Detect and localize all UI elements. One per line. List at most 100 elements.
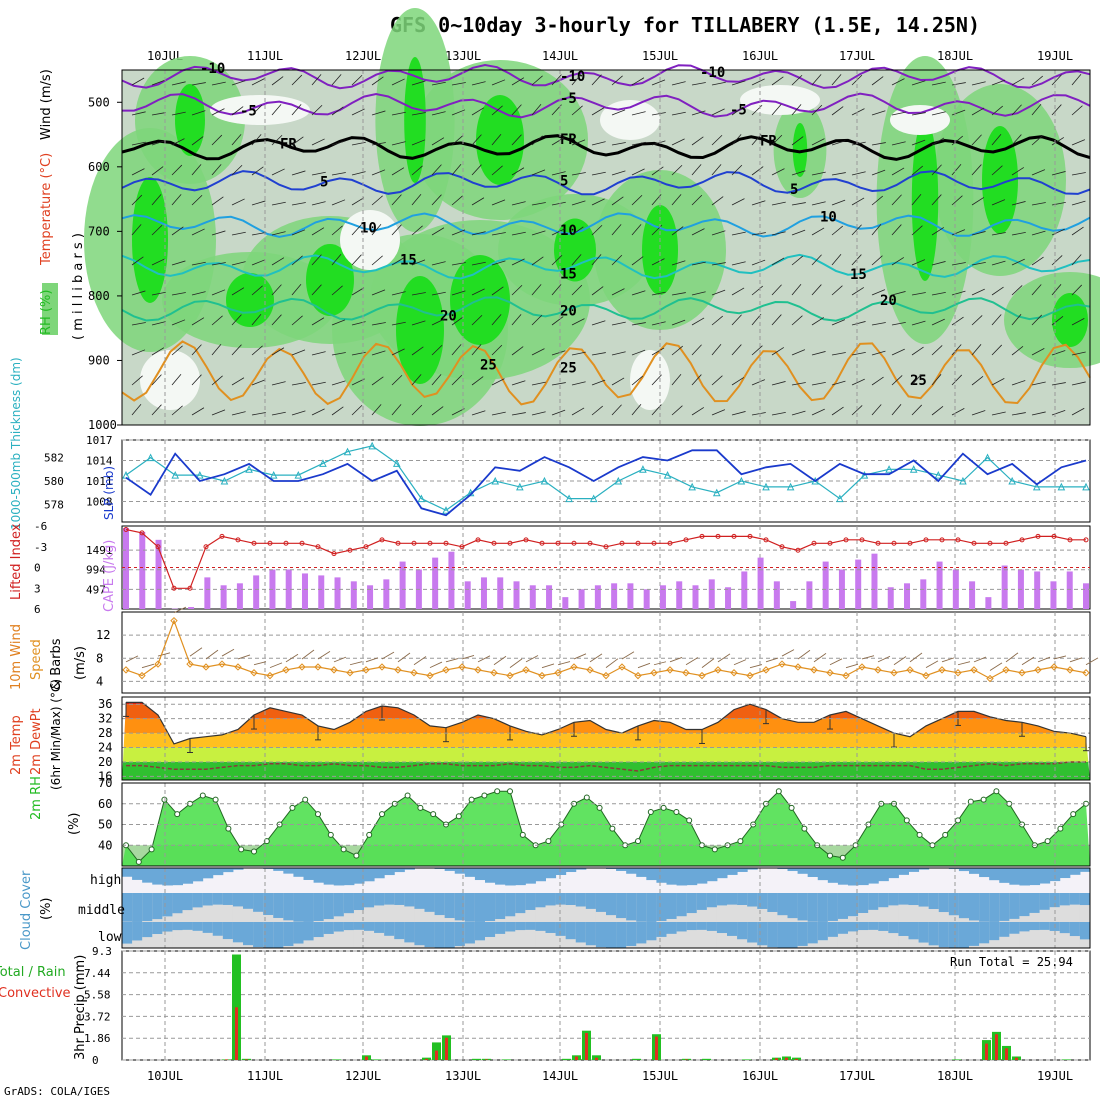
barb-6-20 [531,256,544,266]
barb-8-25 [631,322,646,326]
barb-2-37 [871,142,886,146]
barb-9-45 [1031,348,1045,356]
barb-10-12 [371,376,384,386]
cape-li-panel: 497 994 1491 -6 -3 0 3 6 [34,520,1091,616]
precip-conv-bar-6 [425,1058,428,1060]
cloud-bg-1-62 [747,893,758,922]
cloud-cell-2-23 [353,922,365,930]
cloud-cell-2-95 [1079,922,1091,940]
cloud-cell-1-6 [182,893,194,911]
cloud-cell-2-78 [908,922,920,940]
li-tick-3: 3 [34,582,41,595]
contour--10 [121,63,1091,90]
barb-8-17 [471,314,483,326]
cloud-cell-0-50 [626,868,637,874]
cape-bar-23 [497,577,504,609]
cloud-cell-0-19 [313,868,325,883]
wind-point-54 [986,674,994,683]
rh2m-point-65 [955,817,961,824]
barb-9-36 [851,351,866,356]
barb-4-12 [371,195,383,206]
barb-2-16 [451,135,463,146]
thickness-point-22 [663,471,672,479]
barb-10-19 [511,380,526,386]
cloud-panel: high middle low [78,867,1091,949]
barb-11-25 [631,404,642,416]
barb-11-5 [231,411,246,416]
cloud-cell-2-32 [444,922,456,948]
barb-8-45 [1031,314,1043,326]
barb-6-44 [1011,258,1025,266]
barb-4-43 [991,199,1006,206]
precip-total-bar-11 [502,1059,511,1060]
wind-barb-31 [621,651,635,660]
cloud-cell-1-49 [616,893,627,919]
barb-0-5 [231,80,246,86]
wind-point-33 [650,669,658,677]
wind-point-6 [218,660,226,668]
precip-total-bar-29 [1062,1059,1071,1060]
barb-5-37 [871,224,882,236]
barb-11-35 [831,406,844,416]
precip-conv-bar-27 [1005,1048,1008,1060]
cape-bar-15 [367,585,374,609]
barb-7-19 [511,284,523,296]
cloud-cell-1-95 [1079,893,1091,906]
barb-6-34 [811,254,822,266]
cloud-cell-2-0 [122,922,133,944]
li-point-45 [843,537,849,543]
cloud-bg-2-73 [858,922,869,948]
cloud-bg-2-75 [878,922,889,948]
precip-total-bar-5 [372,1059,381,1060]
barb-9-39 [911,346,924,356]
barb-3-27 [671,164,683,176]
barb-3-33 [791,170,806,176]
cloud-cell-1-44 [565,893,577,905]
barb-3-0 [131,168,145,176]
thickness-point-5 [245,465,253,473]
barb-11-7 [271,411,286,416]
barb-2-28 [691,136,704,146]
rh2m-point-20 [379,811,385,818]
cloud-cell-2-83 [958,922,970,948]
contour-25 [121,340,1091,406]
cloud-cell-2-25 [374,922,385,933]
cloud-cell-0-41 [535,868,546,882]
cloud-cell-0-89 [1019,868,1030,886]
barb-0-16 [451,82,466,86]
cloud-cell-1-13 [253,893,264,912]
barb-0-18 [491,79,506,86]
cape-bar-14 [350,581,357,609]
cape-tick-1491: 1491 [86,544,113,557]
wind-label: Wind (m/s) [39,69,54,140]
cape-label: CAPE (J/kg) [102,540,117,612]
cloud-cell-0-66 [787,868,799,872]
barb-0-0 [131,77,145,86]
cloud-cell-2-41 [535,922,546,931]
barb-9-42 [971,344,982,356]
barb-8-35 [831,319,846,326]
cloud-cell-1-40 [525,893,536,910]
barb-5-16 [451,229,466,236]
cloud-bg-2-5 [172,922,183,948]
cloud-cell-1-79 [918,893,930,907]
cloud-cell-1-92 [1049,893,1061,908]
barb-7-8 [291,284,302,296]
barb-9-23 [591,352,606,356]
cape-bar-26 [546,585,553,609]
barb-1-44 [1011,104,1022,116]
li-point-40 [763,537,769,543]
barb-11-24 [611,404,622,416]
barb-0-4 [211,81,226,86]
barb-10-7 [271,381,286,386]
precip-conv-bar-21 [775,1058,778,1060]
barb-8-7 [271,314,282,326]
li-point-16 [379,537,385,543]
barb-10-15 [431,374,442,386]
barb-10-21 [551,382,566,386]
wind-barb-8 [253,661,267,666]
wind-point-45 [842,671,850,680]
cape-bar-47 [887,587,894,609]
bottom-date-17JUL: 17JUL [839,1069,875,1083]
wind-barb-10 [285,653,299,663]
